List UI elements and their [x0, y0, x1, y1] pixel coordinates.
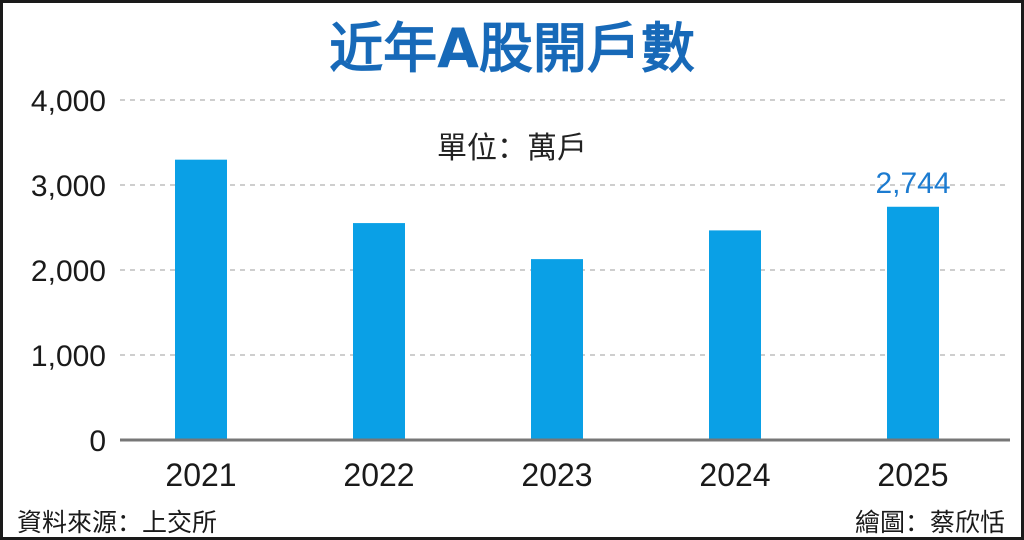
chart-title: 近年A股開戶數 [329, 17, 695, 80]
bar [531, 259, 583, 440]
source-note: 資料來源：上交所 [17, 508, 218, 537]
y-tick-label: 3,000 [31, 170, 106, 203]
x-tick-label: 2024 [699, 457, 770, 493]
data-label: 2,744 [875, 167, 950, 200]
bar [709, 230, 761, 440]
x-tick-label: 2025 [877, 457, 948, 493]
x-tick-label: 2021 [165, 457, 236, 493]
credit-note: 繪圖：蔡欣恬 [854, 508, 1005, 537]
bar [353, 223, 405, 440]
x-tick-label: 2023 [521, 457, 592, 493]
bar [887, 206, 939, 440]
bar-chart: 0 1,000 2,000 3,000 4,000 2021 2022 2023 2024 202… [31, 85, 1010, 493]
y-tick-label: 0 [89, 425, 106, 458]
y-tick-label: 4,000 [31, 85, 106, 118]
y-tick-label: 1,000 [31, 340, 106, 373]
bar [175, 159, 227, 441]
y-tick-label: 2,000 [31, 255, 106, 288]
unit-label: 單位：萬戶 [437, 131, 587, 166]
x-tick-label: 2022 [343, 457, 414, 493]
